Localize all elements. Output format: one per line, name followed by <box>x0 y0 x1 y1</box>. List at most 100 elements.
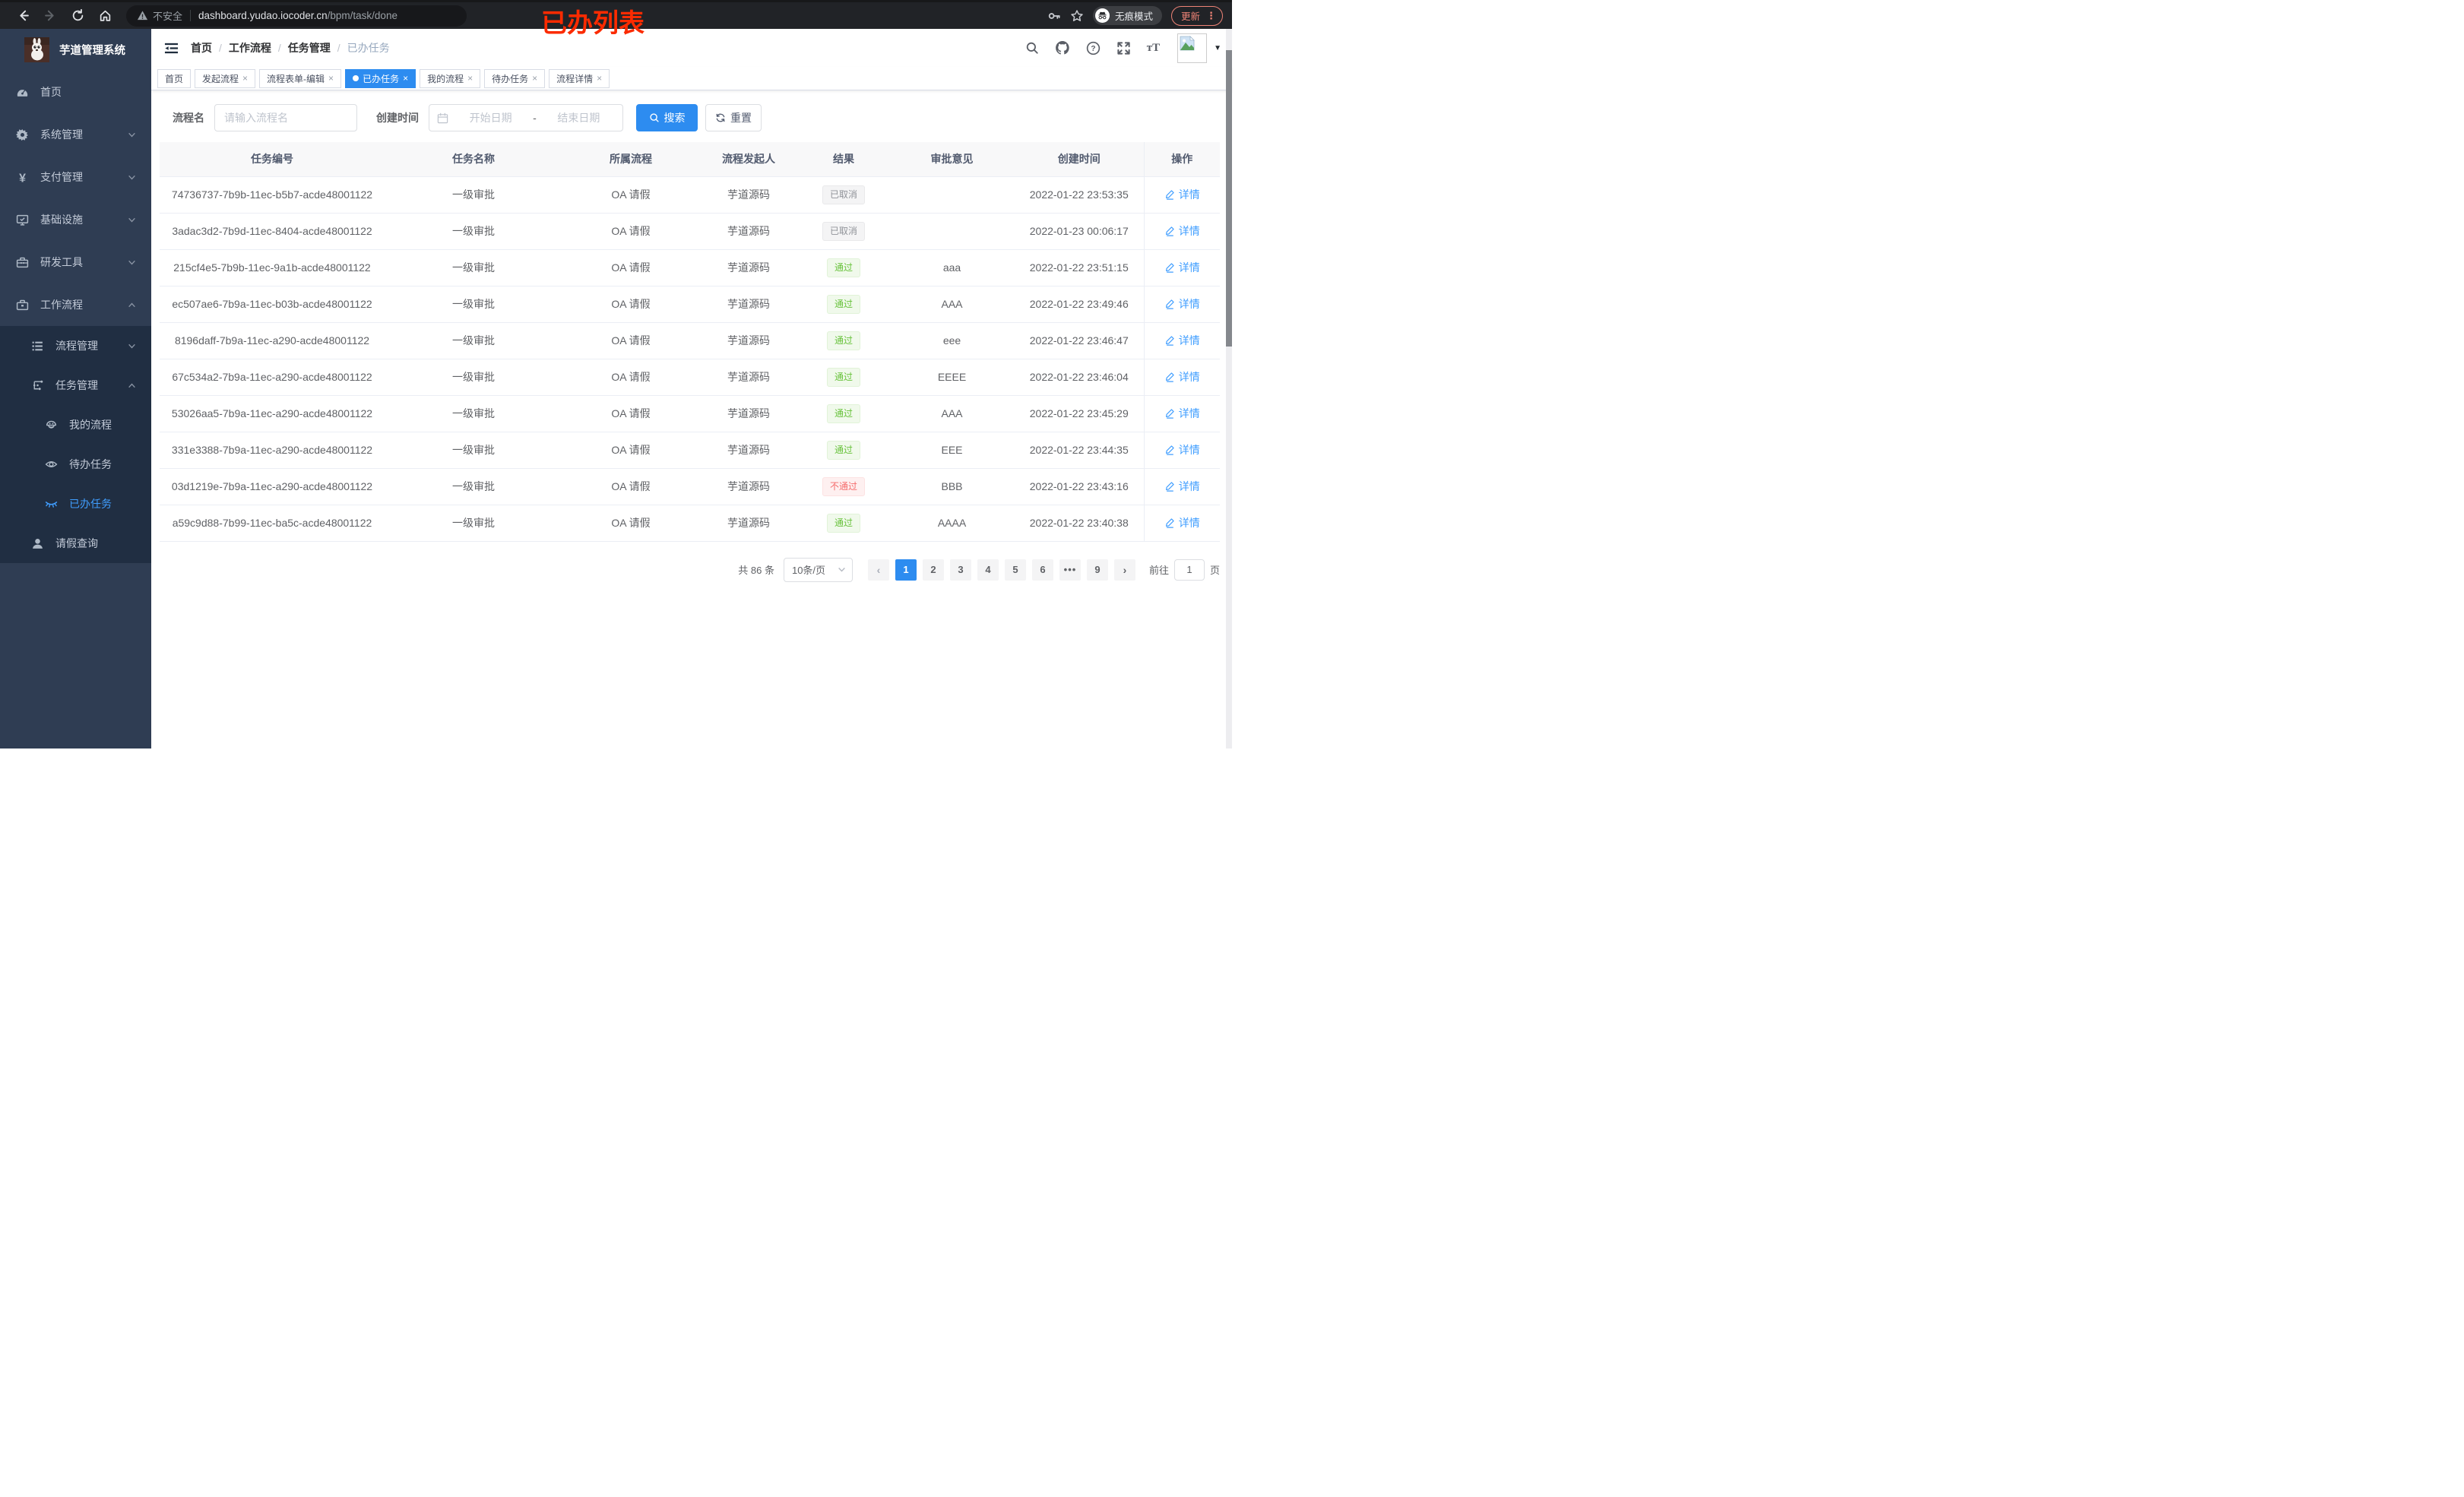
sidebar-item-请假查询[interactable]: 请假查询 <box>0 524 151 563</box>
detail-link[interactable]: 详情 <box>1164 406 1200 421</box>
task-id-cell: 331e3388-7b9a-11ec-a290-acde48001122 <box>160 432 385 469</box>
page-button-9[interactable]: 9 <box>1086 559 1108 581</box>
forward-icon[interactable] <box>40 5 61 27</box>
breadcrumb-item-首页[interactable]: 首页 <box>191 42 212 54</box>
result-badge: 通过 <box>826 331 860 350</box>
sidebar-item-支付管理[interactable]: ¥ 支付管理 <box>0 156 151 198</box>
result-cell: 通过 <box>798 505 889 542</box>
sidebar-item-基础设施[interactable]: 基础设施 <box>0 198 151 241</box>
next-page-button[interactable]: › <box>1113 559 1135 581</box>
search-button[interactable]: 搜索 <box>636 104 698 131</box>
security-status[interactable]: 不安全 <box>137 8 182 23</box>
help-icon[interactable]: ? <box>1086 41 1101 55</box>
detail-link[interactable]: 详情 <box>1164 515 1200 530</box>
detail-link[interactable]: 详情 <box>1164 296 1200 312</box>
page-button-3[interactable]: 3 <box>949 559 971 581</box>
action-cell: 详情 <box>1143 468 1220 505</box>
result-badge: 不通过 <box>822 476 865 496</box>
key-icon[interactable] <box>1047 9 1061 23</box>
edit-pen-icon <box>1164 481 1175 492</box>
search-icon[interactable] <box>1025 41 1039 55</box>
detail-link[interactable]: 详情 <box>1164 260 1200 275</box>
incognito-badge[interactable]: 无痕模式 <box>1092 6 1162 25</box>
starter-cell: 芋道源码 <box>699 359 798 396</box>
detail-link[interactable]: 详情 <box>1164 369 1200 385</box>
home-icon[interactable] <box>94 5 116 27</box>
detail-link[interactable]: 详情 <box>1164 187 1200 202</box>
active-tab-dot-icon <box>353 75 359 81</box>
goto-page-input[interactable] <box>1173 559 1205 581</box>
chevron-down-icon <box>128 173 136 182</box>
page-button-4[interactable]: 4 <box>977 559 999 581</box>
tab-待办任务[interactable]: 待办任务 × <box>484 68 546 88</box>
sidebar-collapse-icon[interactable] <box>162 39 180 57</box>
table-row: ec507ae6-7b9a-11ec-b03b-acde48001122 一级审批… <box>160 286 1220 323</box>
prev-page-button[interactable]: ‹ <box>867 559 889 581</box>
reset-button[interactable]: 重置 <box>705 104 762 131</box>
window-scrollbar[interactable] <box>1226 29 1232 748</box>
column-header-任务编号: 任务编号 <box>160 142 385 177</box>
tab-流程详情[interactable]: 流程详情 × <box>549 68 610 88</box>
user-menu[interactable]: ▼ <box>1177 33 1221 63</box>
sidebar-item-已办任务[interactable]: 已办任务 <box>0 484 151 524</box>
browser-menu-icon[interactable]: ⋮ <box>1206 10 1216 21</box>
detail-link[interactable]: 详情 <box>1164 442 1200 457</box>
tab-流程表单-编辑[interactable]: 流程表单-编辑 × <box>259 68 342 88</box>
tab-我的流程[interactable]: 我的流程 × <box>420 68 481 88</box>
app-logo[interactable]: 芋道管理系统 <box>0 29 151 71</box>
date-range-picker[interactable]: 开始日期 - 结束日期 <box>429 104 623 131</box>
result-badge: 通过 <box>826 294 860 314</box>
process-cell: OA 请假 <box>562 359 699 396</box>
breadcrumb-item-任务管理[interactable]: 任务管理 <box>287 42 331 54</box>
process-name-input[interactable] <box>214 104 357 131</box>
tab-close-icon[interactable]: × <box>597 73 603 84</box>
process-cell: OA 请假 <box>562 249 699 286</box>
tab-close-icon[interactable]: × <box>467 73 473 84</box>
page-button-6[interactable]: 6 <box>1031 559 1053 581</box>
starter-cell: 芋道源码 <box>699 213 798 250</box>
tab-已办任务[interactable]: 已办任务 × <box>345 68 416 88</box>
tab-close-icon[interactable]: × <box>532 73 538 84</box>
avatar[interactable] <box>1177 33 1208 63</box>
breadcrumb-item-工作流程[interactable]: 工作流程 <box>228 42 271 54</box>
sidebar-item-工作流程[interactable]: 工作流程 <box>0 283 151 326</box>
tab-发起流程[interactable]: 发起流程 × <box>195 68 256 88</box>
sidebar-item-系统管理[interactable]: 系统管理 <box>0 113 151 156</box>
scrollbar-thumb[interactable] <box>1226 50 1232 347</box>
detail-link[interactable]: 详情 <box>1164 333 1200 348</box>
tab-close-icon[interactable]: × <box>328 73 334 84</box>
tab-首页[interactable]: 首页 <box>157 68 192 88</box>
table-row: 215cf4e5-7b9b-11ec-9a1b-acde48001122 一级审批… <box>160 249 1220 286</box>
sidebar-menu: 首页 系统管理 ¥ 支付管理 基础设施 研发工具 工作流程 流程管理 任务管理 我的流程 待办任务已… <box>0 71 151 563</box>
dashboard-icon <box>16 86 29 99</box>
sidebar-item-首页[interactable]: 首页 <box>0 71 151 113</box>
page-button-1[interactable]: 1 <box>895 559 917 581</box>
page-button-5[interactable]: 5 <box>1004 559 1026 581</box>
fullscreen-icon[interactable] <box>1116 41 1131 55</box>
tags-view: 首页 发起流程 × 流程表单-编辑 × 已办任务 × 我的流程 × 待办任务 × 流程详情 × <box>151 67 1232 90</box>
task-name-cell: 一级审批 <box>385 359 562 396</box>
page-button-2[interactable]: 2 <box>922 559 944 581</box>
bookmark-star-icon[interactable] <box>1070 9 1084 23</box>
reload-icon[interactable] <box>67 5 88 27</box>
comment-cell: EEEE <box>889 359 1015 396</box>
sidebar-item-我的流程[interactable]: 我的流程 <box>0 405 151 445</box>
back-icon[interactable] <box>12 5 33 27</box>
sidebar-item-研发工具[interactable]: 研发工具 <box>0 241 151 283</box>
process-list-icon <box>31 340 44 353</box>
tab-close-icon[interactable]: × <box>242 73 249 84</box>
sidebar-item-待办任务[interactable]: 待办任务 <box>0 445 151 484</box>
github-icon[interactable] <box>1055 40 1070 55</box>
sidebar-item-流程管理[interactable]: 流程管理 <box>0 326 151 366</box>
update-button[interactable]: 更新 ⋮ <box>1170 5 1223 26</box>
page-more-button[interactable]: ••• <box>1059 559 1081 581</box>
tab-close-icon[interactable]: × <box>403 73 409 84</box>
sidebar-item-任务管理[interactable]: 任务管理 <box>0 366 151 405</box>
action-cell: 详情 <box>1143 249 1220 286</box>
detail-link[interactable]: 详情 <box>1164 223 1200 239</box>
address-bar[interactable]: 不安全 dashboard.yudao.iocoder.cn/bpm/task/… <box>126 5 467 27</box>
page-size-select[interactable]: 10条/页 <box>783 557 853 582</box>
detail-link[interactable]: 详情 <box>1164 479 1200 494</box>
starter-cell: 芋道源码 <box>699 322 798 359</box>
edit-pen-icon <box>1164 189 1175 200</box>
